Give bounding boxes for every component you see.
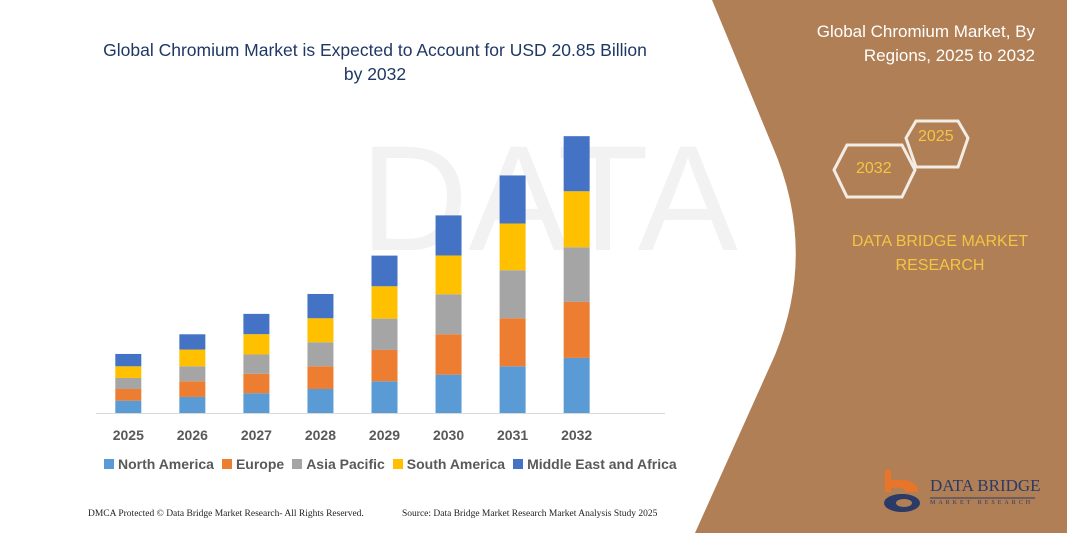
x-tick-label: 2029 [369, 427, 400, 443]
x-tick-label: 2027 [241, 427, 272, 443]
legend-item: South America [392, 456, 506, 472]
chart-title: Global Chromium Market is Expected to Ac… [103, 40, 647, 84]
bar-2027-middle-east-and-africa [243, 313, 270, 335]
bar-2028-middle-east-and-africa [307, 293, 334, 319]
bar-2028-europe [307, 366, 334, 389]
side-panel-title: Global Chromium Market, By Regions, 2025… [816, 22, 1035, 65]
x-tick-label: 2026 [177, 427, 208, 443]
legend-item: Asia Pacific [292, 456, 385, 472]
bar-2030-europe [435, 334, 462, 375]
bar-2026-north-america [179, 396, 206, 413]
legend-item: North America [104, 456, 214, 472]
bar-2031-europe [499, 318, 526, 367]
bar-2032-south-america [563, 191, 590, 248]
bar-2025-middle-east-and-africa [115, 353, 142, 367]
bar-2031-middle-east-and-africa [499, 175, 526, 224]
bar-2029-middle-east-and-africa [371, 255, 398, 287]
bar-2032-asia-pacific [563, 247, 590, 302]
bar-2027-north-america [243, 393, 270, 413]
legend-item: Europe [221, 456, 285, 472]
legend-swatch [221, 459, 232, 469]
bar-2029-north-america [371, 381, 398, 413]
bar-2032-middle-east-and-africa [563, 136, 590, 192]
logo-text: DATA BRIDGE [930, 476, 1041, 495]
legend-swatch [292, 459, 303, 469]
bar-2029-asia-pacific [371, 318, 398, 350]
legend-label: Middle East and Africa [527, 456, 677, 472]
bar-2025-north-america [115, 400, 142, 413]
bar-2026-middle-east-and-africa [179, 334, 206, 350]
legend-swatch [392, 459, 403, 469]
bar-2026-south-america [179, 349, 206, 367]
x-tick-label: 2030 [433, 427, 464, 443]
bar-2030-south-america [435, 255, 462, 295]
hex-label-2032: 2032 [856, 160, 892, 177]
bar-2031-south-america [499, 223, 526, 271]
bar-2030-asia-pacific [435, 294, 462, 335]
logo-icon [884, 470, 920, 512]
bar-2027-europe [243, 373, 270, 394]
watermark: DATA [360, 114, 738, 282]
bar-2032-north-america [563, 357, 590, 413]
legend-swatch [513, 459, 524, 469]
bar-2025-asia-pacific [115, 377, 142, 389]
bar-2028-north-america [307, 388, 334, 413]
legend-label: Asia Pacific [306, 456, 385, 472]
bar-2030-north-america [435, 374, 462, 413]
bar-2025-south-america [115, 366, 142, 378]
hex-label-2025: 2025 [918, 128, 954, 145]
bar-2029-europe [371, 349, 398, 382]
bar-2031-asia-pacific [499, 270, 526, 319]
bar-2028-south-america [307, 318, 334, 343]
legend-item: Middle East and Africa [513, 456, 677, 472]
legend: North America Europe Asia Pacific South Ame… [104, 456, 677, 472]
x-tick-label: 2028 [305, 427, 336, 443]
bar-2032-europe [563, 301, 590, 358]
side-panel-bg [695, 0, 1067, 533]
footer-copyright: DMCA Protected © Data Bridge Market Rese… [88, 509, 364, 519]
bar-2031-north-america [499, 366, 526, 413]
bar-2026-europe [179, 381, 206, 397]
legend-label: South America [406, 456, 506, 472]
bar-2026-asia-pacific [179, 366, 206, 382]
x-tick-label: 2031 [497, 427, 528, 443]
bar-2027-asia-pacific [243, 354, 270, 374]
legend-label: Europe [235, 456, 285, 472]
bar-2030-middle-east-and-africa [435, 215, 462, 256]
brand-name: DATA BRIDGE MARKET RESEARCH [851, 233, 1029, 274]
hexagon-2032 [832, 143, 917, 199]
bar-2027-south-america [243, 334, 270, 355]
legend-swatch [104, 459, 114, 469]
footer-source: Source: Data Bridge Market Research Mark… [402, 509, 658, 519]
x-tick-label: 2032 [561, 427, 592, 443]
bar-2029-south-america [371, 286, 398, 319]
hexagon-2025 [904, 119, 970, 169]
bar-2028-asia-pacific [307, 342, 334, 367]
bar-2025-europe [115, 388, 142, 401]
logo-subtext: MARKET RESEARCH [930, 500, 1034, 506]
legend-label: North America [118, 456, 214, 472]
x-tick-label: 2025 [113, 427, 144, 443]
stacked-bar-chart: 2025 2026 2027 2028 2029 2030 2031 2032 [96, 136, 665, 443]
